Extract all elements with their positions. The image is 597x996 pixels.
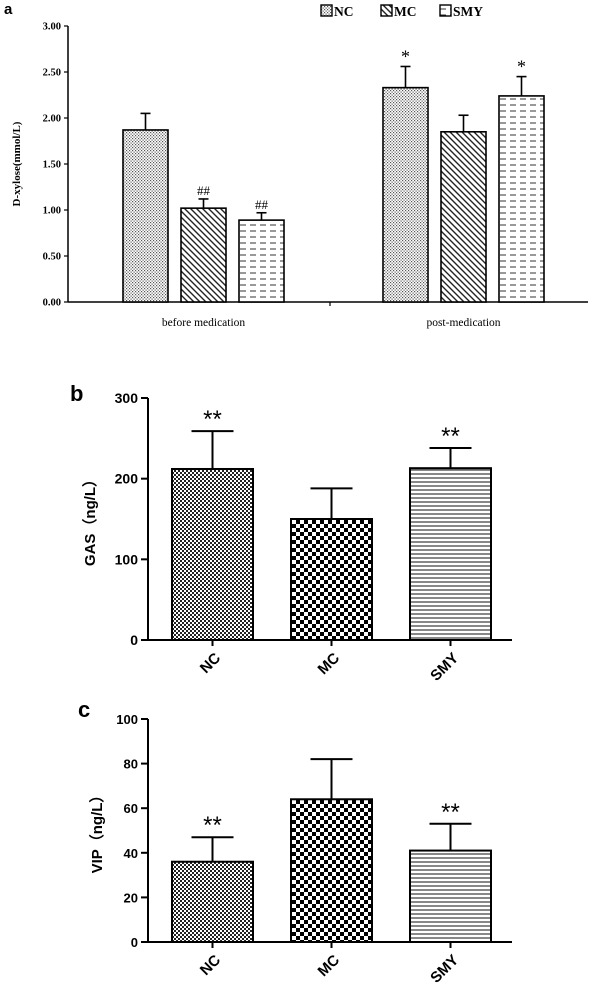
y-tick-label: 2.00 [43,114,61,125]
chart-panel-c: 0 20 40 60 80 100 VIP（ng/L） ** NC MC ** SMY [88,712,512,987]
bar-smy [409,849,492,944]
bar-smy [409,467,492,641]
y-tick-label: 300 [115,390,139,406]
y-tick-label: 2.50 [43,68,61,79]
x-tick-label-smy: SMY [427,650,462,685]
legend-label-mc: MC [394,4,417,19]
y-tick-label: 1.00 [43,206,61,217]
y-tick-label: 100 [116,712,138,727]
x-tick-label-smy: SMY [427,952,462,987]
y-tick-label: 0 [130,632,138,648]
y-tick-label: 1.50 [43,160,61,171]
bar-mc [290,798,373,944]
y-axis-label: VIP（ng/L） [88,788,106,874]
chart-panel-a: 0.00 0.50 1.00 1.50 2.00 2.50 3.00 D-xylose(mmo… [11,4,588,329]
bar-mc-1 [440,131,487,303]
y-tick-label: 3.00 [43,22,61,33]
bar-mc [290,518,373,641]
legend-label-smy: SMY [453,4,483,19]
significance-label: ## [197,183,211,198]
significance-label: ** [441,799,460,826]
significance-label: ** [203,812,222,839]
y-axis-label: GAS（ng/L） [81,472,99,566]
significance-label: * [517,57,526,77]
significance-label: ** [441,423,460,450]
y-tick-label: 80 [124,757,138,772]
significance-label: ** [203,406,222,433]
legend-swatch-mc [380,4,393,17]
y-tick-label: 100 [115,551,139,567]
significance-label: ## [255,197,269,212]
y-axis-label: D-xylose(mmol/L) [11,121,23,206]
y-tick-label: 200 [115,471,139,487]
bar-nc-0 [122,129,169,303]
panel-label-c: c [78,697,90,722]
y-tick-label: 0.50 [43,252,61,263]
x-tick-label-mc: MC [315,649,344,678]
y-tick-label: 0.00 [43,298,61,309]
group-label: post-medication [426,317,500,329]
y-tick-label: 20 [124,890,138,905]
bar-smy-0 [238,219,285,303]
bar-nc-1 [382,86,429,303]
group-label: before medication [162,317,246,329]
bar-nc [171,860,254,943]
legend-swatch-nc [320,4,333,17]
bar-nc [171,467,254,641]
legend-label-nc: NC [334,4,354,19]
legend-swatch-smy [439,4,452,17]
x-tick-label-mc: MC [315,951,344,980]
chart-panel-b: 0 100 200 300 GAS（ng/L） ** NC MC ** SMY [81,390,512,685]
panel-label-b: b [70,381,83,406]
y-tick-label: 40 [124,846,138,861]
panel-label-a: a [4,1,13,18]
y-tick-label: 0 [131,935,138,950]
x-tick-label-nc: NC [197,952,224,979]
y-tick-label: 60 [124,801,138,816]
significance-label: * [401,46,410,66]
bar-mc-0 [180,207,227,303]
x-tick-label-nc: NC [197,650,224,677]
bar-smy-1 [498,95,545,303]
